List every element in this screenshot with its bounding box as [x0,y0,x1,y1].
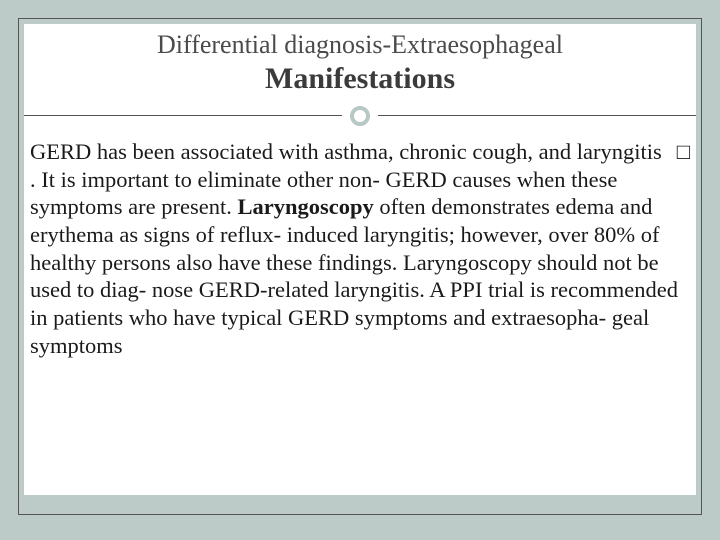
title-divider [24,102,696,130]
slide: Differential diagnosis-Extraesophageal M… [0,0,720,540]
body-text-run: GERD has been associated with asthma, ch… [30,139,678,358]
body-paragraph: □ GERD has been associated with asthma, … [24,130,696,359]
title-line-2: Manifestations [24,62,696,96]
circle-decoration-icon [346,102,374,130]
body-bold-run: Laryngoscopy [237,194,373,219]
title-block: Differential diagnosis-Extraesophageal M… [24,24,696,96]
bullet-box-icon: □ [677,138,690,165]
title-line-1: Differential diagnosis-Extraesophageal [24,30,696,60]
